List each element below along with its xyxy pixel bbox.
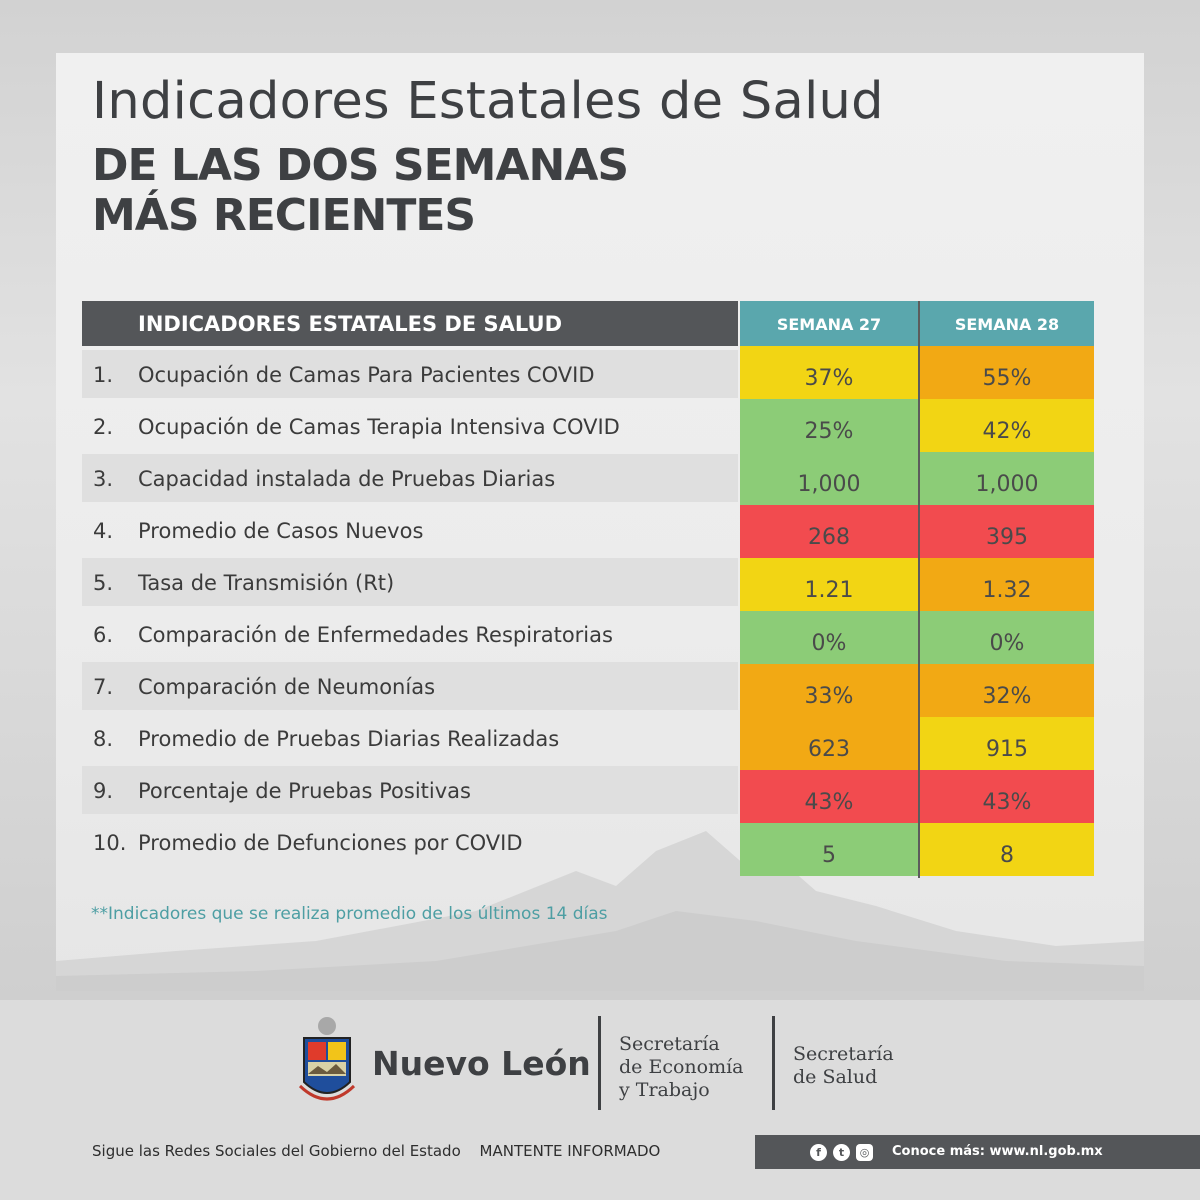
brand-name: Nuevo León <box>372 1044 591 1083</box>
week-28-value-cell: 55% <box>920 346 1094 399</box>
row-number: 5. <box>93 571 114 595</box>
row-label: Porcentaje de Pruebas Positivas <box>138 779 471 803</box>
footer-divider <box>598 1016 601 1110</box>
week-27-value-cell: 0% <box>740 611 918 664</box>
row-label: Promedio de Casos Nuevos <box>138 519 424 543</box>
week-27-value-cell: 43% <box>740 770 918 823</box>
table-row: 9. Porcentaje de Pruebas Positivas <box>82 766 738 814</box>
row-number: 6. <box>93 623 114 647</box>
week-28-value-cell: 0% <box>920 611 1094 664</box>
page-subtitle-line-1: DE LAS DOS SEMANAS <box>92 140 629 191</box>
week-27-value-cell: 268 <box>740 505 918 558</box>
facebook-icon[interactable]: f <box>810 1144 827 1161</box>
twitter-icon[interactable]: t <box>833 1144 850 1161</box>
table-row: 7. Comparación de Neumonías <box>82 662 738 710</box>
table-row: 3. Capacidad instalada de Pruebas Diaria… <box>82 454 738 502</box>
row-number: 8. <box>93 727 114 751</box>
row-label: Capacidad instalada de Pruebas Diarias <box>138 467 556 491</box>
stay-informed-text: MANTENTE INFORMADO <box>479 1142 661 1160</box>
row-label: Comparación de Enfermedades Respiratoria… <box>138 623 613 647</box>
footer-divider <box>772 1016 775 1110</box>
table-row: 4. Promedio de Casos Nuevos <box>82 506 738 554</box>
row-number: 4. <box>93 519 114 543</box>
department-salud-line: de Salud <box>793 1066 878 1088</box>
row-number: 1. <box>93 363 114 387</box>
week-27-value-cell: 25% <box>740 399 918 452</box>
week-27-value-cell: 623 <box>740 717 918 770</box>
row-label: Tasa de Transmisión (Rt) <box>138 571 395 595</box>
row-label: Ocupación de Camas Para Pacientes COVID <box>138 363 595 387</box>
row-number: 2. <box>93 415 114 439</box>
department-salud: Secretaría de Salud <box>793 1043 894 1089</box>
row-label: Ocupación de Camas Terapia Intensiva COV… <box>138 415 620 439</box>
week-28-value-cell: 1,000 <box>920 452 1094 505</box>
table-row: 5. Tasa de Transmisión (Rt) <box>82 558 738 606</box>
table-row: 8. Promedio de Pruebas Diarias Realizada… <box>82 714 738 762</box>
table-row: 10. Promedio de Defunciones por COVID <box>82 818 738 866</box>
department-salud-line: Secretaría <box>793 1043 894 1065</box>
week-28-value-cell: 32% <box>920 664 1094 717</box>
week-28-value-cell: 43% <box>920 770 1094 823</box>
website-link[interactable]: Conoce más: www.nl.gob.mx <box>892 1144 1103 1159</box>
page-title: Indicadores Estatales de Salud <box>92 72 884 131</box>
footnote: **Indicadores que se realiza promedio de… <box>91 904 608 924</box>
week-28-value-cell: 1.32 <box>920 558 1094 611</box>
department-economia: Secretaría de Economía y Trabajo <box>619 1033 744 1102</box>
week-27-value-cell: 1,000 <box>740 452 918 505</box>
column-divider <box>918 301 920 878</box>
week-28-value-cell: 915 <box>920 717 1094 770</box>
table-row: 1. Ocupación de Camas Para Pacientes COV… <box>82 350 738 398</box>
mountain-silhouette-icon <box>56 831 1144 991</box>
row-number: 3. <box>93 467 114 491</box>
table-row: 6. Comparación de Enfermedades Respirato… <box>82 610 738 658</box>
week-27-value-cell: 37% <box>740 346 918 399</box>
row-label: Promedio de Pruebas Diarias Realizadas <box>138 727 560 751</box>
week-28-header: SEMANA 28 <box>920 301 1094 346</box>
coat-of-arms-icon <box>298 1017 356 1101</box>
table-header-label: INDICADORES ESTATALES DE SALUD <box>138 312 563 336</box>
department-economia-line: de Economía <box>619 1056 744 1078</box>
instagram-icon[interactable]: ◎ <box>856 1144 873 1161</box>
table-header: INDICADORES ESTATALES DE SALUD <box>82 301 738 346</box>
page-subtitle-line-2: MÁS RECIENTES <box>92 190 476 241</box>
week-27-value-cell: 33% <box>740 664 918 717</box>
week-28-value-cell: 8 <box>920 823 1094 876</box>
social-invite-text: Sigue las Redes Sociales del Gobierno de… <box>92 1142 461 1160</box>
week-28-value-cell: 42% <box>920 399 1094 452</box>
week-27-value-cell: 1.21 <box>740 558 918 611</box>
row-label: Promedio de Defunciones por COVID <box>138 831 523 855</box>
week-28-value-cell: 395 <box>920 505 1094 558</box>
week-27-value-cell: 5 <box>740 823 918 876</box>
row-number: 9. <box>93 779 114 803</box>
row-number: 10. <box>93 831 127 855</box>
department-economia-line: y Trabajo <box>619 1079 710 1101</box>
row-number: 7. <box>93 675 114 699</box>
department-economia-line: Secretaría <box>619 1033 720 1055</box>
row-label: Comparación de Neumonías <box>138 675 436 699</box>
footer-bar: f t ◎ Conoce más: www.nl.gob.mx <box>755 1135 1200 1169</box>
table-row: 2. Ocupación de Camas Terapia Intensiva … <box>82 402 738 450</box>
footer-social-text: Sigue las Redes Sociales del Gobierno de… <box>92 1142 674 1160</box>
week-27-header: SEMANA 27 <box>740 301 918 346</box>
